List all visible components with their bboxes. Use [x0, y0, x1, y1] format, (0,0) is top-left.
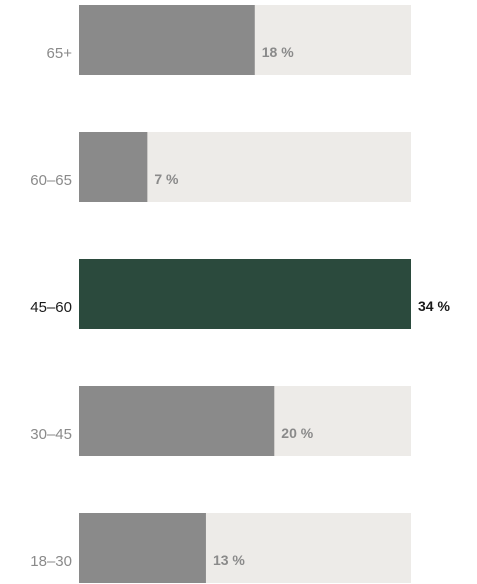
- bar-group-4: 18–30 13 %: [30, 513, 411, 583]
- bar-0: [79, 5, 255, 75]
- value-label: 20 %: [281, 425, 313, 441]
- value-label: 18 %: [262, 44, 294, 60]
- bar-4: [79, 513, 206, 583]
- bars-layer: 65+ 18 % 60–65 7 % 45–60 34 % 30–45 20 % 18–30 13…: [30, 5, 450, 583]
- category-label: 18–30: [30, 553, 72, 570]
- value-label: 34 %: [418, 298, 450, 314]
- bar-group-0: 65+ 18 %: [47, 5, 411, 75]
- value-label: 7 %: [154, 171, 179, 187]
- bar-3: [79, 386, 275, 456]
- bar-group-3: 30–45 20 %: [30, 386, 411, 456]
- value-label: 13 %: [213, 552, 245, 568]
- category-label: 60–65: [30, 172, 72, 189]
- category-label: 30–45: [30, 426, 72, 443]
- category-label: 45–60: [30, 299, 72, 316]
- bar-1: [79, 132, 148, 202]
- bar-group-1: 60–65 7 %: [30, 132, 411, 202]
- bar-2: [79, 259, 411, 329]
- category-label: 65+: [47, 45, 73, 62]
- bar-group-2: 45–60 34 %: [30, 259, 450, 329]
